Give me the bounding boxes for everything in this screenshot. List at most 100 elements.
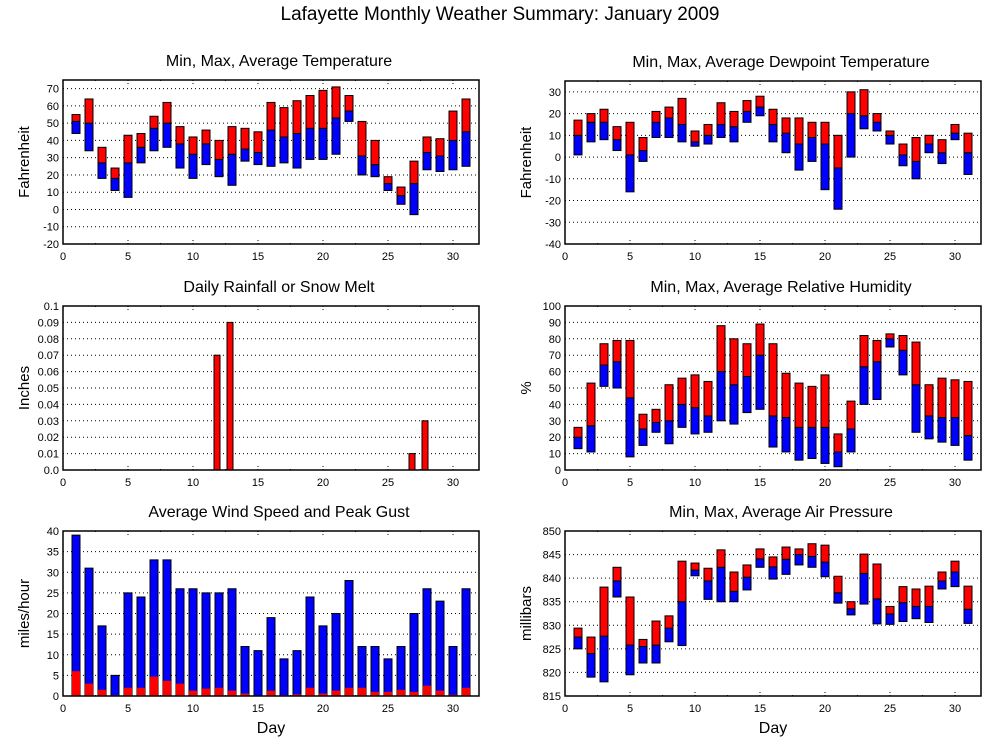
- bar-min-avg: [885, 613, 895, 625]
- bar-min-avg: [97, 162, 107, 179]
- bar-peak-gust: [461, 588, 471, 697]
- bar-peak-gust: [123, 592, 133, 697]
- bar-min-avg: [612, 580, 622, 598]
- plot-frame: [62, 79, 480, 245]
- bar-avg-max: [898, 335, 908, 351]
- y-axis-label: Fahrenheit: [16, 125, 33, 198]
- x-tick-label: 0: [562, 477, 568, 489]
- bar-avg-wind: [436, 690, 444, 696]
- bar-avg-max: [586, 636, 596, 655]
- bar-avg-wind: [397, 689, 405, 696]
- bar-peak-gust: [448, 646, 458, 697]
- bar-avg-max: [638, 638, 648, 648]
- y-tick-label: 60: [549, 367, 561, 379]
- bar-min-avg: [768, 123, 778, 143]
- x-tick-label: 30: [447, 251, 459, 263]
- x-tick-label: 30: [949, 703, 961, 715]
- y-tick-label: 0.07: [38, 350, 59, 362]
- bar-avg-max: [885, 333, 895, 340]
- y-tick-label: 20: [47, 609, 59, 621]
- y-tick-label: -20: [545, 196, 561, 208]
- bar-avg-max: [703, 567, 713, 582]
- bar-min-avg: [950, 132, 960, 141]
- y-axis-label: %: [518, 381, 535, 394]
- bar-min-avg: [911, 605, 921, 620]
- bar-min-avg: [651, 421, 661, 433]
- bar-rainfall: [226, 321, 234, 471]
- bar-peak-gust: [253, 650, 263, 697]
- bar-min-avg: [898, 349, 908, 376]
- bar-avg-max: [266, 101, 276, 131]
- bar-peak-gust: [409, 613, 419, 697]
- bar-rainfall: [421, 420, 429, 471]
- bar-avg-max: [742, 100, 752, 112]
- bar-avg-max: [664, 615, 674, 629]
- bar-peak-gust: [149, 559, 159, 697]
- x-axis-label: Day: [257, 720, 285, 737]
- x-tick-label: 0: [60, 703, 66, 715]
- bar-min-avg: [768, 415, 778, 448]
- bar-avg-max: [612, 126, 622, 141]
- bar-peak-gust: [97, 625, 107, 697]
- bar-min-avg: [742, 110, 752, 123]
- bar-min-avg: [716, 123, 726, 139]
- chart-rainfall: Daily Rainfall or Snow Melt 0.0 0.01 0.02 0.…: [16, 279, 480, 489]
- bar-avg-max: [573, 627, 583, 638]
- bar-min-avg: [898, 154, 908, 167]
- y-tick-label: 835: [543, 597, 561, 609]
- bar-avg-max: [911, 137, 921, 162]
- bar-min-avg: [794, 426, 804, 461]
- bar-avg-wind: [215, 687, 223, 696]
- y-tick-label: 40: [549, 399, 561, 411]
- bar-peak-gust: [136, 596, 146, 697]
- bar-min-avg: [833, 451, 843, 468]
- bar-min-avg: [937, 152, 947, 165]
- bar-avg-max: [253, 131, 263, 154]
- bar-peak-gust: [318, 625, 328, 697]
- y-tick-label: 830: [543, 620, 561, 632]
- bar-min-avg: [162, 122, 172, 148]
- bar-min-avg: [638, 150, 648, 162]
- bar-avg-max: [768, 108, 778, 125]
- bar-min-avg: [872, 598, 882, 625]
- bar-avg-wind: [163, 680, 171, 696]
- x-tick-label: 20: [317, 703, 329, 715]
- bar-min-avg: [599, 364, 609, 387]
- bar-avg-max: [703, 380, 713, 417]
- bar-min-avg: [690, 407, 700, 435]
- bar-min-avg: [625, 397, 635, 458]
- bar-min-avg: [755, 354, 765, 410]
- bar-avg-max: [872, 563, 882, 600]
- bar-avg-max: [807, 385, 817, 428]
- y-tick-label: 60: [47, 101, 59, 113]
- bar-avg-wind: [332, 690, 340, 696]
- bar-avg-max: [201, 129, 211, 145]
- bar-min-avg: [651, 644, 661, 664]
- y-tick-label: 10: [47, 187, 59, 199]
- bar-peak-gust: [279, 658, 289, 697]
- bar-min-avg: [729, 590, 739, 603]
- y-tick-label: 35: [47, 547, 59, 559]
- bar-min-avg: [396, 195, 406, 205]
- y-tick-label: 50: [47, 118, 59, 130]
- bar-min-avg: [846, 608, 856, 616]
- y-tick-label: 30: [47, 153, 59, 165]
- bar-avg-max: [357, 120, 367, 157]
- bar-avg-max: [768, 556, 778, 568]
- bar-peak-gust: [227, 588, 237, 697]
- x-tick-label: 15: [754, 251, 766, 263]
- bar-avg-max: [703, 123, 713, 136]
- bar-avg-max: [872, 113, 882, 123]
- bar-avg-wind: [85, 683, 93, 696]
- bar-avg-max: [937, 571, 947, 582]
- x-tick-label: 15: [252, 251, 264, 263]
- x-tick-label: 15: [252, 703, 264, 715]
- x-tick-label: 10: [689, 251, 701, 263]
- x-tick-label: 0: [60, 477, 66, 489]
- bar-min-avg: [573, 134, 583, 156]
- bar-min-avg: [664, 117, 674, 139]
- bar-min-avg: [664, 420, 674, 445]
- y-tick-label: 0: [555, 465, 561, 477]
- y-tick-label: 0.08: [38, 334, 59, 346]
- bar-avg-max: [240, 127, 250, 150]
